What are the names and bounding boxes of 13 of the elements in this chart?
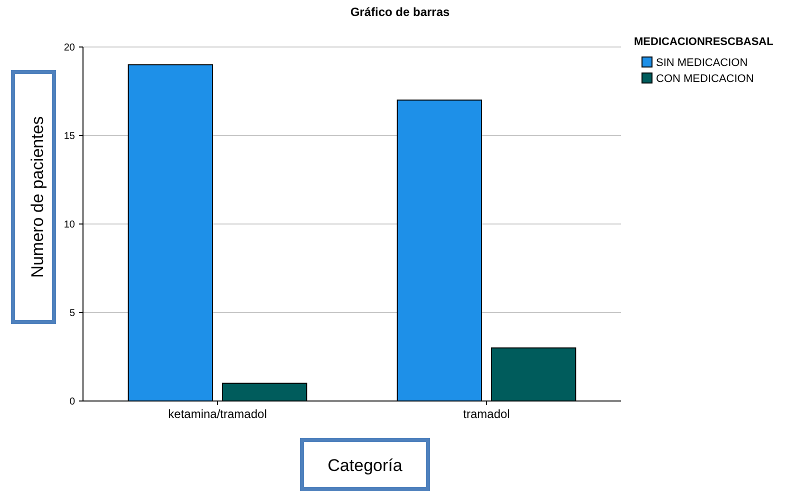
y-tick-label: 20 [64, 42, 76, 54]
y-axis-title: Numero de pacientes [28, 116, 47, 278]
y-tick-label: 0 [69, 396, 76, 408]
legend-title: MEDICACIONRESCBASAL [634, 36, 774, 48]
legend-label: CON MEDICACION [656, 73, 754, 85]
y-tick-label: 5 [69, 308, 76, 319]
y-tick-label: 15 [64, 131, 76, 142]
x-axis-title: Categoría [328, 456, 403, 475]
y-tick-label: 10 [64, 220, 76, 230]
legend-label: SIN MEDICACION [656, 57, 748, 69]
x-tick-label: ketamina/tramadol [168, 407, 267, 421]
chart-title: Gráfico de barras [350, 5, 450, 19]
x-tick-label: tramadol [463, 407, 510, 421]
